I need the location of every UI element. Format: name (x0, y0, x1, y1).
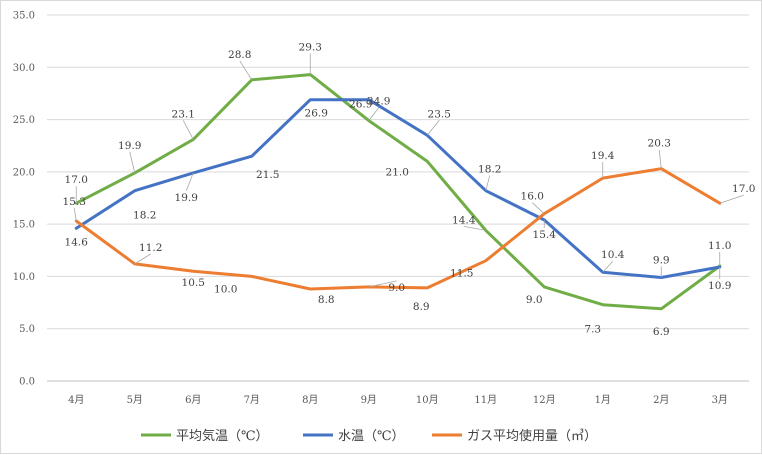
gridlines (47, 14, 749, 382)
y-tick-label: 15.0 (13, 220, 35, 231)
data-label: 7.3 (584, 324, 601, 336)
leader-line (602, 260, 614, 273)
x-tick-label: 4月 (68, 394, 84, 406)
data-label: 9.0 (526, 294, 543, 306)
x-tick-label: 5月 (127, 394, 143, 406)
leader-line (129, 151, 136, 173)
legend: 平均気温（℃） 水温（℃） ガス平均使用量（㎥） (141, 428, 597, 444)
leader-line (182, 120, 194, 140)
data-label: 19.9 (175, 192, 198, 204)
leader-line (185, 172, 194, 192)
x-tick-label: 6月 (185, 394, 201, 406)
x-axis-ticks: 4月 5月 6月 7月 8月 9月 10月 11月 12月 1月 2月 3月 (68, 394, 728, 406)
data-label: 10.5 (182, 277, 205, 289)
data-label: 17.0 (65, 174, 88, 186)
data-label: 11.2 (139, 242, 162, 254)
data-label: 18.2 (133, 210, 156, 222)
data-label: 23.1 (172, 108, 195, 120)
data-label: 8.9 (413, 301, 430, 313)
data-label: 17.0 (732, 183, 755, 195)
leader-line (239, 60, 253, 81)
data-label: 23.5 (428, 108, 451, 120)
y-tick-label: 0.0 (19, 377, 35, 388)
leader-line (485, 175, 491, 191)
leader-line (426, 120, 440, 136)
data-label: 26.9 (349, 99, 372, 111)
y-tick-label: 5.0 (19, 324, 35, 335)
data-label: 21.5 (256, 169, 279, 181)
leader-line (463, 226, 486, 231)
leader-line (73, 207, 77, 222)
data-label: 28.8 (228, 49, 251, 61)
data-label: 6.9 (653, 326, 670, 338)
data-label: 14.4 (452, 214, 476, 226)
series-lines (74, 73, 722, 311)
leader-line (658, 149, 662, 169)
data-label: 10.0 (214, 283, 237, 295)
x-tick-label: 9月 (361, 394, 377, 406)
y-tick-label: 20.0 (13, 167, 35, 178)
series-line (74, 98, 722, 279)
data-label: 10.9 (708, 280, 731, 292)
leader-line (368, 280, 397, 288)
data-label: 19.4 (591, 150, 615, 162)
y-axis-ticks: 0.0 5.0 10.0 15.0 20.0 25.0 30.0 35.0 (13, 11, 35, 388)
x-tick-label: 3月 (712, 394, 728, 406)
data-label: 15.4 (533, 229, 557, 241)
data-label: 18.2 (478, 164, 501, 176)
data-label: 24.9 (367, 96, 390, 108)
x-tick-label: 2月 (653, 394, 669, 406)
data-label: 9.0 (388, 282, 405, 294)
x-tick-label: 8月 (302, 394, 318, 406)
y-tick-label: 10.0 (13, 272, 35, 283)
y-tick-label: 30.0 (13, 63, 35, 74)
data-label: 21.0 (386, 166, 409, 178)
data-label: 9.9 (653, 254, 670, 266)
x-tick-label: 10月 (416, 394, 439, 406)
data-label: 8.8 (318, 294, 335, 306)
x-tick-label: 7月 (244, 394, 260, 406)
data-label: 20.3 (648, 138, 671, 150)
series-line (74, 73, 722, 311)
series-line (74, 167, 722, 291)
leader-line (531, 202, 545, 214)
legend-label: 平均気温（℃） (176, 428, 269, 444)
x-tick-label: 1月 (595, 394, 611, 406)
leader-line (719, 194, 744, 204)
x-tick-label: 11月 (474, 394, 497, 406)
data-label: 11.0 (708, 240, 731, 252)
leader-line (134, 253, 151, 265)
data-label: 19.9 (118, 140, 141, 152)
data-label: 29.3 (299, 42, 322, 54)
data-label: 26.9 (305, 108, 328, 120)
legend-label: ガス平均使用量（㎥） (467, 428, 597, 444)
data-label: 10.4 (601, 249, 625, 261)
data-label: 11.5 (450, 268, 473, 280)
y-tick-label: 25.0 (13, 115, 35, 126)
y-tick-label: 35.0 (13, 11, 35, 22)
x-tick-label: 12月 (533, 394, 556, 406)
leader-line (368, 107, 380, 121)
data-label: 16.0 (521, 191, 544, 203)
data-label: 15.3 (63, 196, 86, 208)
data-label: 14.6 (65, 236, 89, 248)
data-labels: 17.0 19.9 23.1 28.8 29.3 24.9 21.0 14.4 9.0 7.3 6.… (63, 42, 756, 338)
legend-label: 水温（℃） (338, 429, 405, 444)
